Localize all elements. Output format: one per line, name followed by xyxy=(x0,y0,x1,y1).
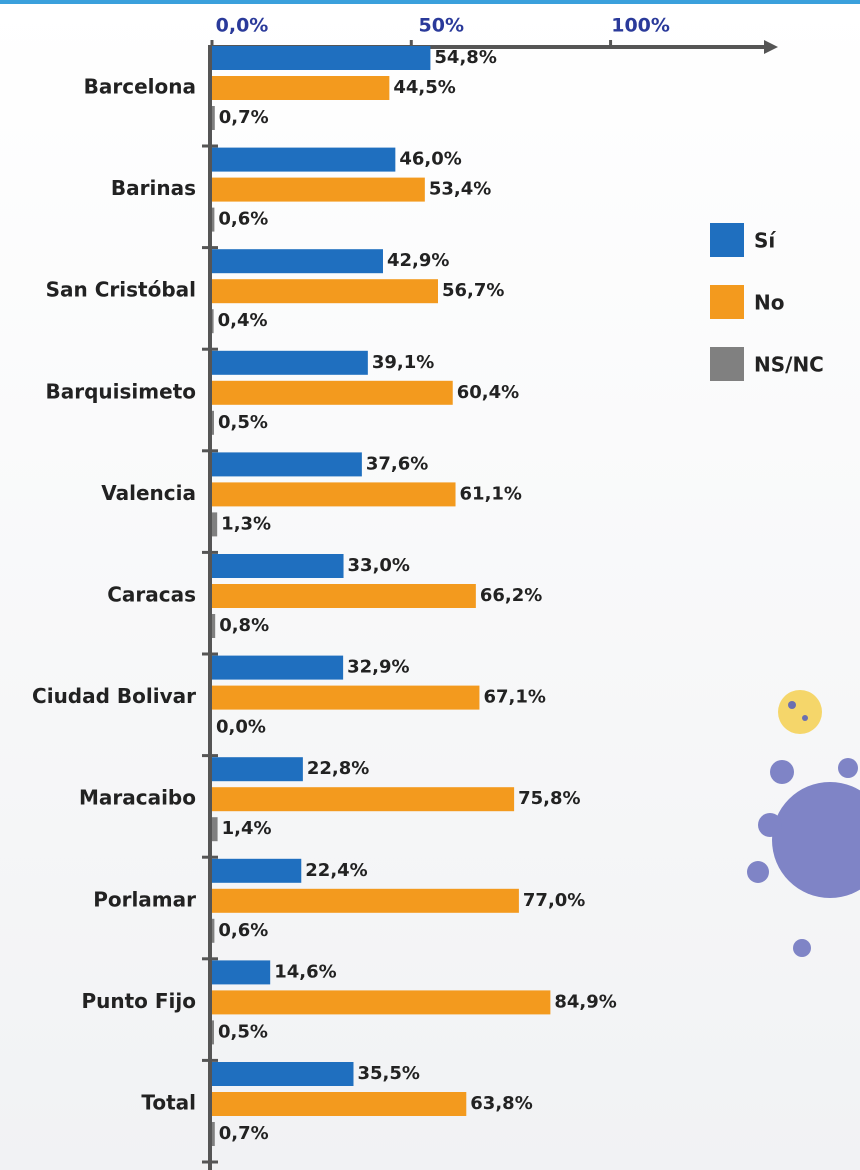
value-label: 35,5% xyxy=(357,1063,419,1084)
value-label: 46,0% xyxy=(399,149,461,170)
bar xyxy=(212,452,362,477)
category-label: Punto Fijo xyxy=(81,989,196,1013)
bar xyxy=(212,1062,354,1086)
bar xyxy=(212,960,271,985)
bar xyxy=(212,512,218,537)
bar xyxy=(212,207,215,232)
bar xyxy=(212,817,218,842)
category-label: San Cristóbal xyxy=(46,278,196,302)
category-label: Barquisimeto xyxy=(46,379,196,403)
x-tick-label: 0,0% xyxy=(216,15,269,37)
decoration xyxy=(747,690,860,957)
value-label: 0,6% xyxy=(218,209,268,230)
value-label: 0,8% xyxy=(219,615,269,636)
value-label: 56,7% xyxy=(442,280,504,301)
value-label: 32,9% xyxy=(347,657,409,678)
value-label: 1,3% xyxy=(221,513,271,534)
bar xyxy=(212,279,438,304)
bar xyxy=(212,147,396,172)
bar xyxy=(212,1122,215,1146)
value-label: 39,1% xyxy=(372,352,434,373)
legend-label: Sí xyxy=(754,229,776,253)
bar xyxy=(212,990,551,1015)
category-label: Barcelona xyxy=(84,75,196,99)
value-label: 0,5% xyxy=(218,1021,268,1042)
value-label: 0,4% xyxy=(218,310,268,331)
value-label: 22,8% xyxy=(307,758,369,779)
bar xyxy=(212,614,216,638)
category-label: Total xyxy=(141,1091,196,1115)
value-label: 54,8% xyxy=(434,47,496,68)
value-label: 14,6% xyxy=(274,961,336,982)
bar xyxy=(212,309,214,334)
bar xyxy=(212,76,390,100)
legend-label: NS/NC xyxy=(754,353,824,377)
bar xyxy=(212,888,519,913)
value-label: 53,4% xyxy=(429,179,491,200)
bar xyxy=(212,410,214,435)
bar xyxy=(212,177,425,202)
bar xyxy=(212,858,302,883)
x-tick-label: 50% xyxy=(419,15,464,37)
value-label: 0,5% xyxy=(218,412,268,433)
bar xyxy=(212,554,344,578)
category-label: Barinas xyxy=(111,176,196,200)
value-label: 61,1% xyxy=(460,483,522,504)
category-label: Ciudad Bolivar xyxy=(32,684,196,708)
value-label: 0,7% xyxy=(219,107,269,128)
bar xyxy=(212,918,215,943)
value-label: 77,0% xyxy=(523,890,585,911)
value-label: 42,9% xyxy=(387,250,449,271)
value-label: 33,0% xyxy=(348,555,410,576)
axis-arrow xyxy=(764,40,778,54)
value-label: 67,1% xyxy=(483,687,545,708)
value-label: 37,6% xyxy=(366,453,428,474)
value-label: 44,5% xyxy=(393,77,455,98)
bar xyxy=(212,106,215,130)
bar xyxy=(212,757,303,782)
bar xyxy=(212,1092,467,1116)
category-label: Caracas xyxy=(107,583,196,607)
category-label: Porlamar xyxy=(93,887,196,911)
bar xyxy=(212,46,431,70)
bar xyxy=(212,655,344,680)
bar xyxy=(212,1020,214,1045)
value-label: 66,2% xyxy=(480,585,542,606)
value-label: 75,8% xyxy=(518,788,580,809)
value-label: 63,8% xyxy=(470,1093,532,1114)
bar xyxy=(212,685,480,710)
legend-swatch xyxy=(710,347,744,381)
bar xyxy=(212,787,515,812)
value-label: 0,6% xyxy=(218,920,268,941)
legend-swatch xyxy=(710,223,744,257)
bar xyxy=(212,584,476,608)
category-label: Maracaibo xyxy=(79,786,196,810)
legend-label: No xyxy=(754,291,784,315)
bar xyxy=(212,380,453,405)
value-label: 84,9% xyxy=(554,991,616,1012)
value-label: 1,4% xyxy=(222,818,272,839)
value-label: 60,4% xyxy=(457,382,519,403)
x-tick-label: 100% xyxy=(611,15,670,37)
bar xyxy=(212,482,456,507)
value-label: 0,0% xyxy=(216,717,266,738)
value-label: 0,7% xyxy=(219,1123,269,1144)
top-band xyxy=(0,0,860,4)
category-label: Valencia xyxy=(101,481,196,505)
bar xyxy=(212,350,368,375)
bar xyxy=(212,249,383,274)
value-label: 22,4% xyxy=(305,860,367,881)
legend-swatch xyxy=(710,285,744,319)
